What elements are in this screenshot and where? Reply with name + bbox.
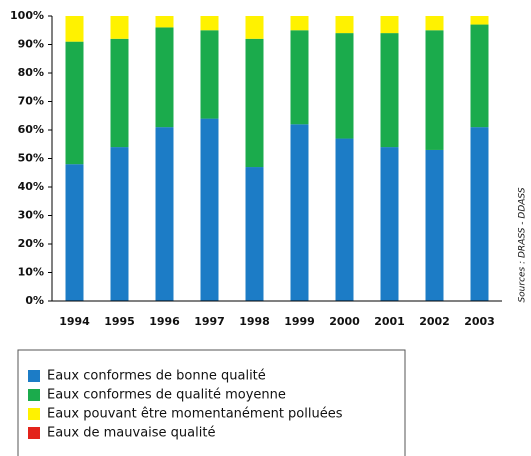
y-tick-label: 50% [18, 152, 44, 165]
bar-segment [245, 16, 264, 39]
bar-segment [425, 30, 444, 150]
x-tick-label: 1998 [239, 315, 270, 328]
bar-segment [335, 16, 354, 34]
x-tick-label: 2000 [329, 315, 360, 328]
source-note: Sources : DRASS - DDASS [518, 187, 528, 302]
bar-segment [65, 41, 84, 165]
y-tick-label: 30% [18, 209, 44, 222]
bar-segment [380, 33, 399, 148]
legend-label: Eaux conformes de qualité moyenne [47, 388, 286, 403]
bar-segment [335, 33, 354, 139]
x-tick-label: 1997 [194, 315, 225, 328]
x-tick-label: 2001 [374, 315, 405, 328]
x-tick-label: 2003 [464, 315, 495, 328]
y-tick-label: 70% [18, 95, 44, 108]
bar-segment [290, 30, 309, 125]
legend-label: Eaux de mauvaise qualité [47, 426, 215, 441]
bar-segment [110, 16, 129, 39]
y-tick-label: 40% [18, 180, 44, 193]
bar-segment [470, 24, 489, 128]
bar-segment [335, 138, 354, 301]
x-tick-label: 1999 [284, 315, 315, 328]
bar-segment [200, 30, 219, 119]
bar-segment [470, 127, 489, 302]
legend-swatch [28, 389, 40, 401]
y-tick-label: 100% [10, 9, 44, 22]
legend-swatch [28, 408, 40, 420]
legend-swatch [28, 370, 40, 382]
y-tick-label: 0% [25, 294, 44, 307]
bar-segment [380, 147, 399, 301]
bar-segment [470, 16, 489, 25]
x-tick-label: 1996 [149, 315, 180, 328]
legend-label: Eaux pouvant être momentanément polluées [47, 407, 343, 422]
bar-segment [155, 16, 174, 28]
bar-segment [290, 16, 309, 31]
bar-segment [200, 16, 219, 31]
y-tick-label: 10% [18, 266, 44, 279]
bar-segment [65, 16, 84, 42]
bar-segment [425, 16, 444, 31]
bar-segment [245, 167, 264, 301]
bar-segment [155, 27, 174, 128]
bar-segment [425, 149, 444, 301]
x-tick-label: 2002 [419, 315, 450, 328]
y-tick-label: 60% [18, 123, 44, 136]
y-tick-label: 90% [18, 38, 44, 51]
legend-box [17, 349, 406, 456]
bar-segment [155, 127, 174, 302]
bar-segment [245, 38, 264, 168]
bar-segment [110, 147, 129, 301]
bar-segment [110, 38, 129, 148]
y-tick-label: 80% [18, 66, 44, 79]
bar-segment [65, 164, 84, 301]
bar-segment [200, 118, 219, 301]
x-tick-label: 1994 [59, 315, 90, 328]
bar-segment [380, 16, 399, 34]
legend-label: Eaux conformes de bonne qualité [47, 369, 266, 384]
y-tick-label: 20% [18, 237, 44, 250]
x-tick-label: 1995 [104, 315, 135, 328]
legend-swatch [28, 427, 40, 439]
bar-segment [290, 124, 309, 301]
